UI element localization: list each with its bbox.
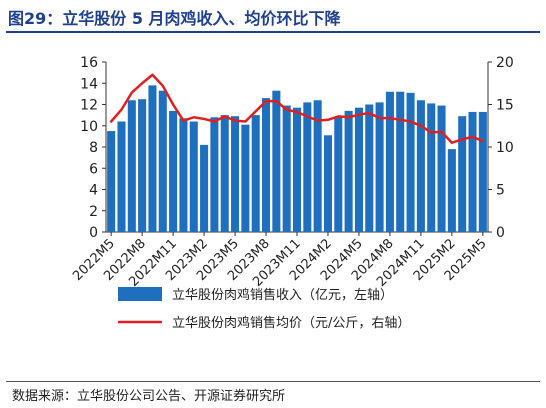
left-tick-label: 2 bbox=[89, 204, 98, 220]
right-tick-label: 20 bbox=[496, 55, 514, 71]
revenue-bar bbox=[365, 104, 374, 232]
revenue-bar bbox=[303, 102, 312, 232]
left-tick-label: 4 bbox=[89, 183, 98, 199]
revenue-bar bbox=[468, 111, 477, 232]
revenue-bar bbox=[478, 111, 487, 232]
revenue-bar bbox=[158, 90, 167, 232]
revenue-bar bbox=[179, 118, 188, 232]
title-rule bbox=[6, 31, 540, 33]
source-note: 数据来源：立华股份公司公告、开源证券研究所 bbox=[12, 389, 286, 404]
chart: 0246810121416051015202022M52022M82022M11… bbox=[70, 55, 514, 331]
revenue-bar bbox=[354, 107, 363, 232]
left-tick-label: 0 bbox=[89, 225, 98, 241]
left-tick-label: 8 bbox=[89, 140, 98, 156]
right-tick-label: 15 bbox=[496, 98, 514, 114]
right-tick-label: 0 bbox=[496, 225, 505, 241]
price-line bbox=[109, 73, 485, 144]
revenue-bar bbox=[282, 105, 291, 232]
revenue-bar bbox=[262, 98, 271, 232]
revenue-bar bbox=[292, 107, 302, 232]
revenue-bar bbox=[458, 116, 467, 232]
revenue-bar bbox=[127, 100, 136, 232]
legend-bar-label: 立华股份肉鸡销售收入（亿元，左轴） bbox=[172, 287, 393, 303]
revenue-bar bbox=[231, 116, 240, 232]
revenue-bar bbox=[437, 105, 446, 232]
left-tick-label: 6 bbox=[89, 161, 98, 177]
left-tick-label: 16 bbox=[80, 55, 98, 71]
revenue-bar bbox=[117, 121, 126, 232]
figure-title: 图29：立华股份 5 月肉鸡收入、均价环比下降 bbox=[8, 9, 341, 28]
revenue-bar bbox=[427, 103, 436, 232]
revenue-bar bbox=[447, 149, 456, 232]
left-tick-label: 14 bbox=[80, 76, 98, 92]
legend-line-label: 立华股份肉鸡销售均价（元/公斤，右轴） bbox=[172, 315, 410, 331]
revenue-bar bbox=[406, 92, 415, 232]
revenue-bar bbox=[251, 115, 260, 232]
revenue-bar bbox=[189, 121, 198, 232]
legend-bar-swatch bbox=[118, 287, 162, 301]
revenue-bar bbox=[313, 100, 322, 232]
right-tick-label: 5 bbox=[496, 183, 505, 199]
revenue-bar bbox=[241, 124, 250, 232]
source-rule bbox=[6, 381, 540, 382]
revenue-bar bbox=[200, 144, 209, 232]
revenue-bar bbox=[375, 102, 384, 232]
revenue-bar bbox=[169, 110, 178, 232]
revenue-bar bbox=[323, 135, 332, 232]
revenue-bar bbox=[148, 85, 157, 232]
revenue-bar bbox=[220, 115, 229, 232]
revenue-bar bbox=[344, 110, 353, 232]
revenue-bar bbox=[385, 91, 394, 232]
left-tick-label: 12 bbox=[80, 98, 98, 114]
revenue-bar bbox=[210, 117, 219, 232]
left-tick-label: 10 bbox=[80, 119, 98, 135]
revenue-bar bbox=[272, 90, 281, 232]
revenue-bar bbox=[334, 117, 343, 232]
revenue-bar bbox=[396, 91, 405, 232]
revenue-bar bbox=[107, 131, 116, 232]
revenue-bar bbox=[138, 99, 147, 232]
revenue-bar bbox=[416, 100, 425, 232]
right-tick-label: 10 bbox=[496, 140, 514, 156]
